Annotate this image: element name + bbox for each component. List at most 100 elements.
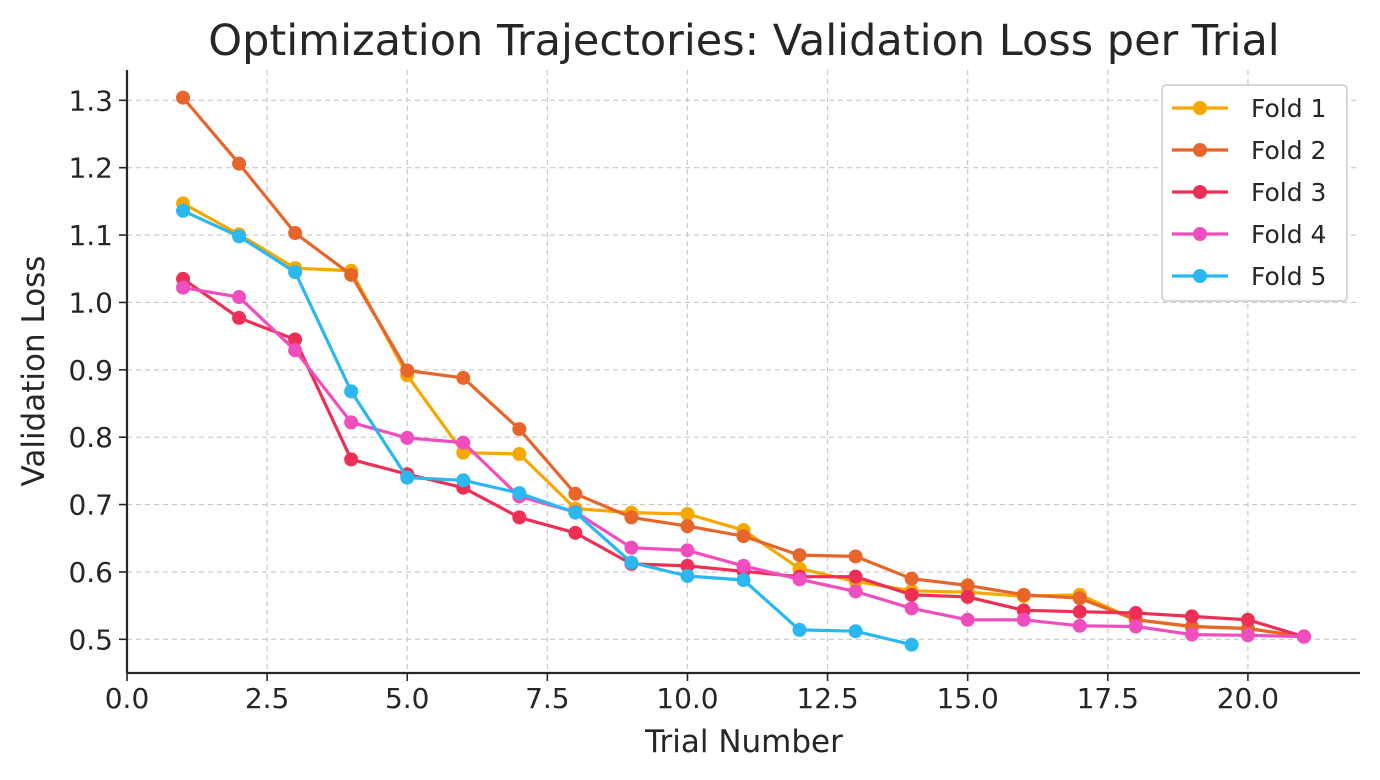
legend-label: Fold 3 <box>1251 178 1326 207</box>
data-point <box>904 587 919 602</box>
x-axis-label: Trial Number <box>644 724 843 760</box>
x-tick-label: 20.0 <box>1217 682 1279 715</box>
chart-title: Optimization Trajectories: Validation Lo… <box>208 16 1280 66</box>
data-point <box>1184 609 1199 624</box>
data-point <box>848 569 863 584</box>
data-point <box>568 505 583 520</box>
legend-marker <box>1193 143 1207 157</box>
legend-item: Fold 1 <box>1172 94 1326 123</box>
legend-label: Fold 2 <box>1251 136 1326 165</box>
data-point <box>624 555 639 570</box>
data-point <box>400 430 415 445</box>
data-point <box>848 584 863 599</box>
data-point <box>1240 612 1255 627</box>
data-point <box>456 370 471 385</box>
series-line <box>181 96 1305 639</box>
y-tick-label: 0.7 <box>68 489 113 522</box>
y-tick-label: 0.8 <box>68 421 113 454</box>
data-point <box>176 90 191 105</box>
data-point <box>680 506 695 521</box>
data-point <box>624 510 639 525</box>
data-point <box>456 473 471 488</box>
data-point <box>232 290 247 305</box>
legend-label: Fold 1 <box>1251 94 1326 123</box>
series-3 <box>176 271 1311 644</box>
data-point <box>512 510 527 525</box>
data-point <box>176 280 191 295</box>
data-point <box>232 310 247 325</box>
data-point <box>176 203 191 218</box>
data-point <box>568 486 583 501</box>
legend-label: Fold 4 <box>1251 220 1326 249</box>
data-point <box>1072 618 1087 633</box>
x-tick-label: 15.0 <box>937 682 999 715</box>
x-tick-label: 0.0 <box>105 682 150 715</box>
x-tick-label: 17.5 <box>1077 682 1139 715</box>
data-point <box>456 445 471 460</box>
x-tick-label: 5.0 <box>385 682 430 715</box>
series-4 <box>176 280 1311 644</box>
data-point <box>344 415 359 430</box>
data-point <box>344 384 359 399</box>
data-point <box>288 265 303 280</box>
x-tick-label: 10.0 <box>656 682 718 715</box>
y-ticks: 0.5 0.6 0.7 0.8 0.9 1.0 1.1 1.2 1.3 <box>68 84 127 656</box>
data-point <box>680 519 695 534</box>
data-point <box>288 226 303 241</box>
data-point <box>736 573 751 588</box>
legend-item: Fold 4 <box>1172 220 1326 249</box>
data-point <box>344 267 359 282</box>
data-point <box>288 332 303 347</box>
data-point <box>1072 604 1087 619</box>
data-point <box>512 486 527 501</box>
data-point <box>680 568 695 583</box>
data-point <box>344 452 359 467</box>
data-point <box>1184 627 1199 642</box>
y-axis-label: Validation Loss <box>16 256 52 487</box>
data-point <box>1016 612 1031 627</box>
legend-marker <box>1193 269 1207 283</box>
y-tick-label: 0.9 <box>68 354 113 387</box>
y-tick-label: 1.2 <box>68 152 113 185</box>
x-tick-label: 12.5 <box>796 682 858 715</box>
data-point <box>960 578 975 593</box>
data-point <box>400 470 415 485</box>
data-point <box>960 612 975 627</box>
data-point <box>904 637 919 652</box>
data-point <box>1072 591 1087 606</box>
legend-marker <box>1193 227 1207 241</box>
data-point <box>1016 587 1031 602</box>
data-point <box>736 558 751 573</box>
data-point <box>456 435 471 450</box>
data-point <box>624 540 639 555</box>
data-point <box>232 229 247 244</box>
data-point <box>1240 628 1255 643</box>
data-point <box>792 572 807 587</box>
x-tick-label: 2.5 <box>245 682 290 715</box>
data-point <box>792 622 807 637</box>
legend-marker <box>1193 101 1207 115</box>
data-point <box>1128 606 1143 621</box>
y-tick-label: 1.3 <box>68 84 113 117</box>
data-point <box>904 601 919 616</box>
data-point <box>848 624 863 639</box>
y-tick-label: 1.1 <box>68 219 113 252</box>
data-point <box>400 363 415 378</box>
data-point <box>512 422 527 437</box>
data-point <box>680 558 695 573</box>
data-point <box>568 525 583 540</box>
data-point <box>232 156 247 171</box>
data-point <box>1296 629 1311 644</box>
legend-marker <box>1193 185 1207 199</box>
data-point <box>792 548 807 563</box>
data-point <box>848 549 863 564</box>
legend-label: Fold 5 <box>1251 262 1326 291</box>
data-point <box>904 571 919 586</box>
series-line <box>182 209 912 647</box>
data-point <box>960 589 975 604</box>
legend-item: Fold 2 <box>1172 136 1326 165</box>
x-ticks: 0.0 2.5 5.0 7.5 10.0 12.5 15.0 17.5 20.0 <box>105 673 1279 715</box>
series-group <box>176 90 1311 652</box>
data-point <box>288 343 303 358</box>
